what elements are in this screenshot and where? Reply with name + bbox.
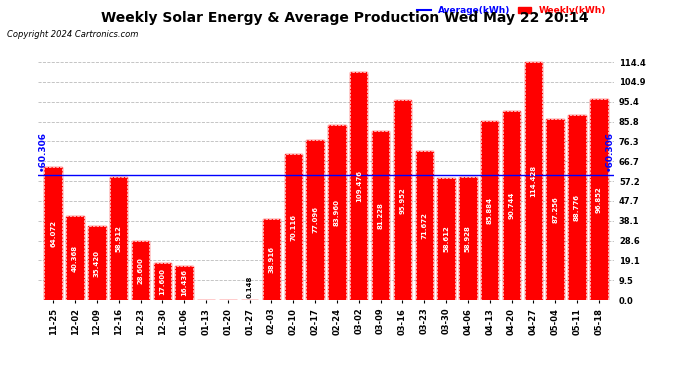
Bar	[306, 140, 324, 300]
Text: 0.148: 0.148	[246, 275, 253, 298]
Bar	[437, 178, 455, 300]
Text: 85.884: 85.884	[486, 197, 493, 224]
Bar	[481, 122, 498, 300]
Bar	[459, 177, 477, 300]
Bar	[437, 178, 455, 300]
Bar	[394, 100, 411, 300]
Bar	[546, 118, 564, 300]
Bar	[88, 226, 106, 300]
Text: 77.096: 77.096	[312, 206, 318, 233]
Text: 28.600: 28.600	[137, 257, 144, 284]
Legend: Average(kWh), Weekly(kWh): Average(kWh), Weekly(kWh)	[414, 3, 609, 19]
Bar	[415, 151, 433, 300]
Bar	[503, 111, 520, 300]
Text: 64.072: 64.072	[50, 220, 56, 247]
Bar	[66, 216, 83, 300]
Text: Weekly Solar Energy & Average Production Wed May 22 20:14: Weekly Solar Energy & Average Production…	[101, 11, 589, 25]
Text: 40.368: 40.368	[72, 244, 78, 272]
Text: 96.852: 96.852	[596, 186, 602, 213]
Bar	[175, 266, 193, 300]
Bar	[590, 99, 608, 300]
Bar	[394, 100, 411, 300]
Bar	[263, 219, 280, 300]
Bar	[590, 99, 608, 300]
Bar	[524, 62, 542, 300]
Bar	[459, 177, 477, 300]
Text: 71.672: 71.672	[421, 212, 427, 239]
Bar	[284, 154, 302, 300]
Text: 58.912: 58.912	[116, 225, 121, 252]
Text: 58.612: 58.612	[443, 226, 449, 252]
Bar	[132, 240, 149, 300]
Text: 90.744: 90.744	[509, 192, 515, 219]
Text: 70.116: 70.116	[290, 214, 296, 241]
Text: 88.776: 88.776	[574, 194, 580, 221]
Text: 16.436: 16.436	[181, 269, 187, 296]
Text: 95.952: 95.952	[400, 187, 406, 214]
Text: 109.476: 109.476	[356, 170, 362, 202]
Bar	[110, 177, 128, 300]
Bar	[110, 177, 128, 300]
Bar	[350, 72, 368, 300]
Text: 58.928: 58.928	[465, 225, 471, 252]
Bar	[175, 266, 193, 300]
Bar	[284, 154, 302, 300]
Text: 81.228: 81.228	[377, 202, 384, 229]
Text: •60.306: •60.306	[605, 132, 614, 171]
Bar	[263, 219, 280, 300]
Bar	[569, 116, 586, 300]
Bar	[546, 118, 564, 300]
Bar	[328, 125, 346, 300]
Bar	[132, 240, 149, 300]
Bar	[372, 131, 389, 300]
Text: 87.256: 87.256	[552, 196, 558, 223]
Text: 38.916: 38.916	[268, 246, 275, 273]
Bar	[154, 263, 171, 300]
Bar	[66, 216, 83, 300]
Text: 114.428: 114.428	[531, 165, 536, 197]
Text: Copyright 2024 Cartronics.com: Copyright 2024 Cartronics.com	[7, 30, 138, 39]
Bar	[350, 72, 368, 300]
Bar	[415, 151, 433, 300]
Text: •60.306: •60.306	[38, 132, 47, 171]
Bar	[44, 167, 62, 300]
Bar	[481, 122, 498, 300]
Bar	[328, 125, 346, 300]
Bar	[503, 111, 520, 300]
Bar	[372, 131, 389, 300]
Text: 83.960: 83.960	[334, 199, 340, 226]
Bar	[154, 263, 171, 300]
Text: 35.420: 35.420	[94, 250, 100, 277]
Bar	[569, 116, 586, 300]
Bar	[88, 226, 106, 300]
Bar	[524, 62, 542, 300]
Bar	[44, 167, 62, 300]
Bar	[306, 140, 324, 300]
Text: 17.600: 17.600	[159, 268, 166, 295]
